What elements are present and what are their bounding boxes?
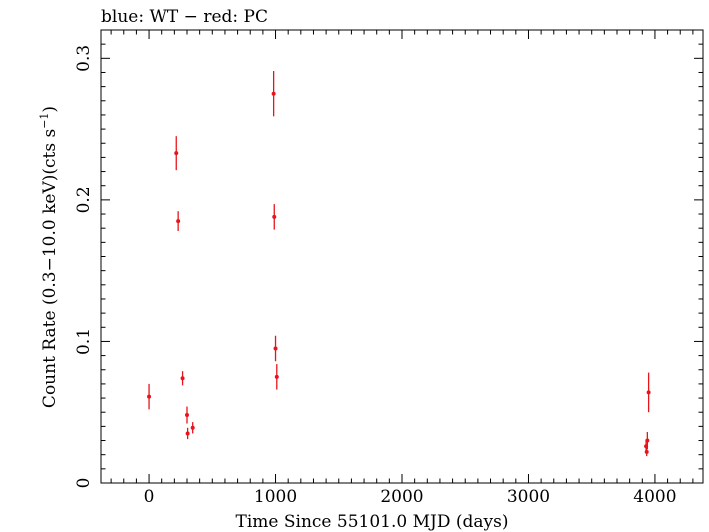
data-point <box>190 425 195 430</box>
data-points <box>147 71 651 457</box>
x-tick-label: 2000 <box>380 487 423 507</box>
data-point <box>645 438 650 443</box>
data-point <box>176 219 181 224</box>
data-point <box>185 413 189 418</box>
data-point <box>147 394 152 399</box>
data-point <box>274 374 279 379</box>
y-tick-label: 0.2 <box>74 186 94 213</box>
y-tick-label: 0 <box>74 478 94 489</box>
x-axis: 0 1000 2000 3000 4000 <box>110 30 694 507</box>
data-point <box>273 346 278 351</box>
y-axis: 0 0.1 0.2 0.3 <box>74 43 703 489</box>
plot-frame <box>100 29 704 484</box>
data-point <box>180 376 185 381</box>
data-point <box>185 431 190 436</box>
data-point <box>644 449 649 454</box>
data-point <box>272 214 277 219</box>
x-tick-label: 3000 <box>507 487 550 507</box>
y-axis-label-main: Count Rate (0.3−10.0 keV)(cts s <box>40 129 60 408</box>
x-tick-label: 4000 <box>633 487 676 507</box>
y-axis-label: Count Rate (0.3−10.0 keV)(cts s−1) <box>38 106 60 408</box>
data-point <box>271 91 276 96</box>
x-tick-label: 0 <box>144 487 155 507</box>
chart-title: blue: WT − red: PC <box>101 7 268 27</box>
data-point <box>646 390 651 395</box>
x-tick-label: 1000 <box>254 487 297 507</box>
data-point <box>174 151 179 156</box>
x-axis-label: Time Since 55101.0 MJD (days) <box>236 512 509 532</box>
y-axis-label-close: ) <box>40 106 60 113</box>
y-tick-label: 0.3 <box>74 45 94 72</box>
y-axis-label-superscript: −1 <box>38 113 51 129</box>
y-tick-label: 0.1 <box>74 328 94 355</box>
